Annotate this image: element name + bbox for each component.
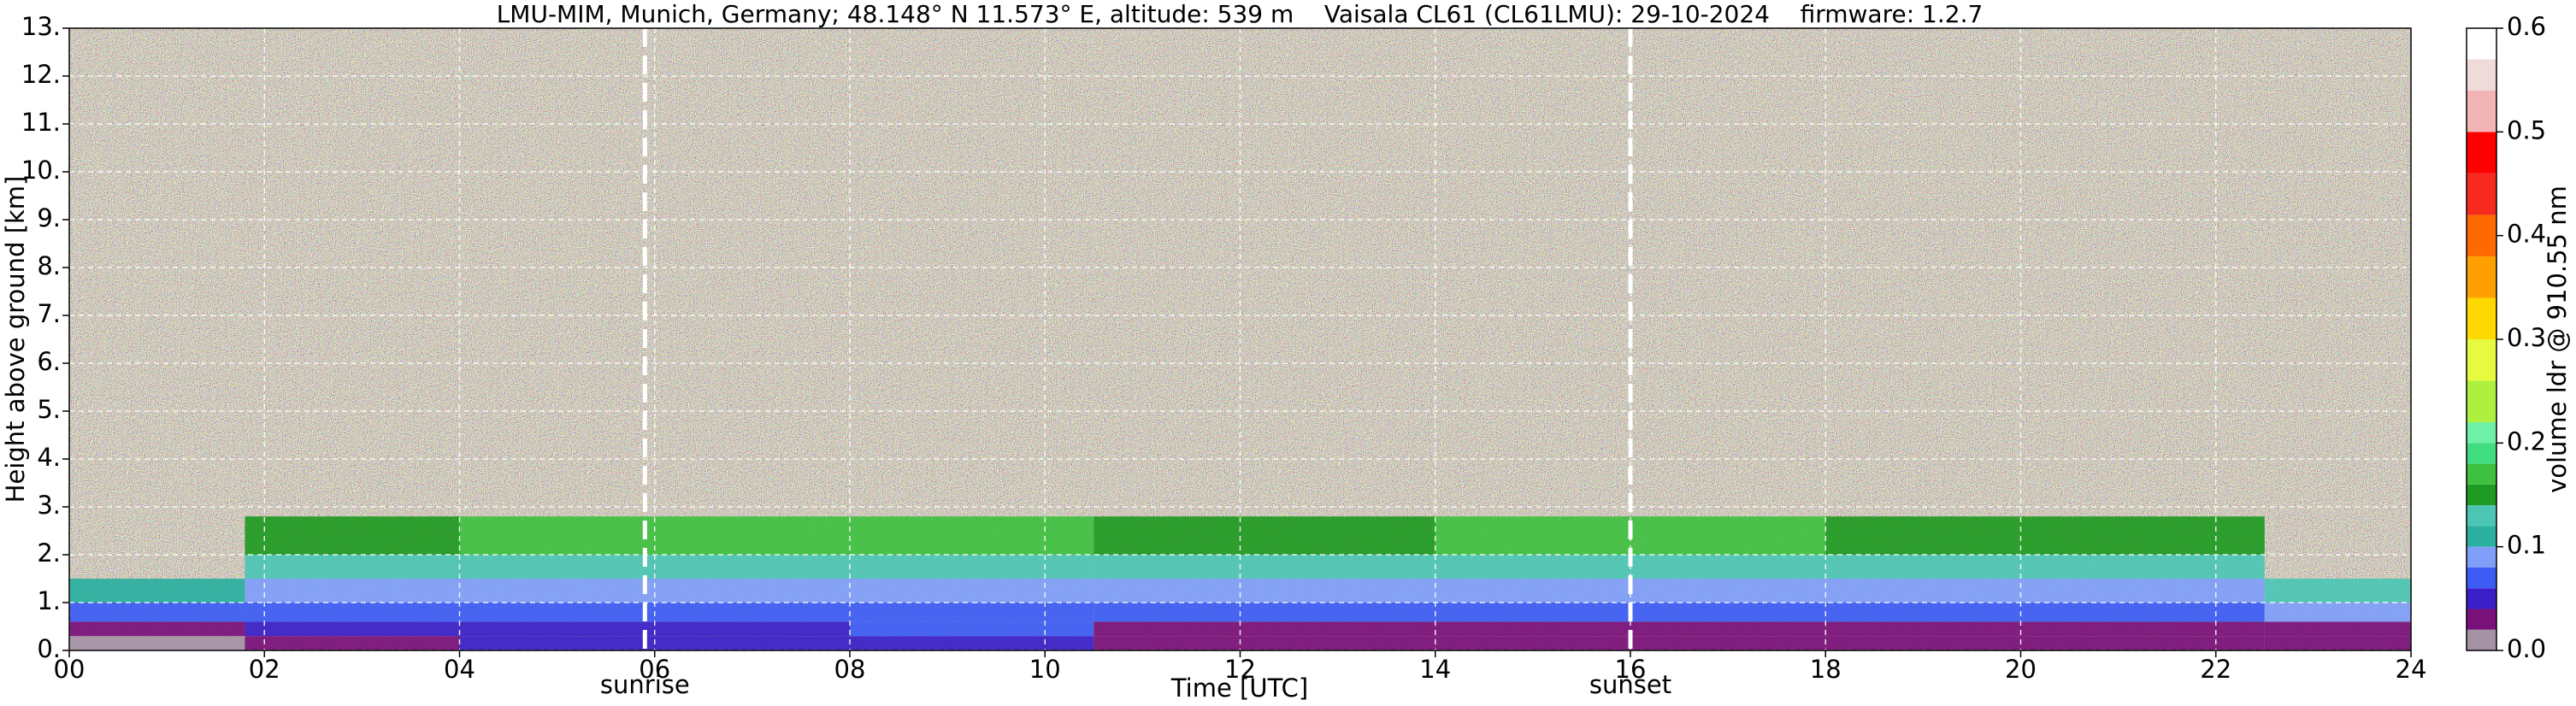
heatmap-cell	[1093, 555, 1435, 579]
heatmap-cell	[245, 603, 460, 622]
heatmap-cell	[2264, 579, 2411, 603]
colorbar-segment	[2467, 526, 2496, 547]
heatmap-cell	[850, 579, 1094, 603]
y-tick-label: 5.	[37, 395, 61, 424]
heatmap-cell	[1093, 636, 1435, 650]
heatmap-cell	[850, 603, 1094, 622]
heatmap-cell	[69, 579, 245, 603]
x-tick-label: 12	[1224, 655, 1256, 684]
colorbar-tick-label: 0.3	[2507, 323, 2546, 352]
y-tick-label: 4.	[37, 443, 61, 472]
y-tick-label: 7.	[37, 299, 61, 328]
colorbar-tick-label: 0.0	[2507, 634, 2546, 663]
heatmap-cell	[1093, 621, 1435, 637]
chart-title: LMU-MIM, Munich, Germany; 48.148° N 11.5…	[497, 0, 1984, 28]
heatmap-cell	[69, 636, 245, 650]
colorbar-segment	[2467, 90, 2496, 132]
y-tick-label: 0.	[37, 634, 61, 663]
x-tick-label: 02	[249, 655, 280, 684]
heatmap-cell	[1825, 555, 2265, 579]
heatmap-cell	[1825, 579, 2265, 603]
heatmap-cell	[1825, 621, 2265, 637]
heatmap-cell	[2264, 621, 2411, 637]
colorbar-segment	[2467, 463, 2496, 485]
y-tick-label: 10.	[21, 156, 61, 185]
colorbar-segment	[2467, 59, 2496, 91]
heatmap-cell	[69, 603, 245, 622]
heatmap-cell	[1825, 603, 2265, 622]
heatmap-cell	[2264, 603, 2411, 622]
colorbar-segment	[2467, 173, 2496, 215]
colorbar-tick-label: 0.2	[2507, 427, 2546, 456]
colorbar-label: volume ldr @ 910.55 nm	[2543, 185, 2572, 493]
heatmap-cell	[245, 516, 460, 555]
heatmap-cell	[69, 621, 245, 637]
colorbar-segment	[2467, 567, 2496, 589]
x-tick-label: 22	[2200, 655, 2231, 684]
colorbar-segment	[2467, 28, 2496, 60]
x-axis-label: Time [UTC]	[1170, 674, 1308, 703]
x-tick-label: 16	[1615, 655, 1647, 684]
y-tick-label: 8.	[37, 251, 61, 280]
colorbar-segment	[2467, 380, 2496, 423]
heatmap-cell	[850, 516, 1094, 555]
y-tick-label: 13.	[21, 12, 61, 41]
y-tick-label: 1.	[37, 586, 61, 615]
heatmap-cell	[245, 579, 460, 603]
colorbar-segment	[2467, 484, 2496, 506]
x-tick-label: 14	[1419, 655, 1451, 684]
heatmap-cell	[1825, 636, 2265, 650]
heatmap-cell	[2264, 636, 2411, 650]
annotation-label: sunset	[1589, 670, 1671, 699]
heatmap-cell	[1825, 516, 2265, 555]
colorbar-tick-label: 0.1	[2507, 531, 2546, 560]
colorbar-tick-label: 0.5	[2507, 115, 2546, 144]
x-tick-label: 24	[2396, 655, 2427, 684]
annotation-label: sunrise	[600, 670, 690, 699]
colorbar-segment	[2467, 443, 2496, 464]
colorbar-segment	[2467, 297, 2496, 339]
y-tick-label: 11.	[21, 108, 61, 137]
x-tick-label: 06	[639, 655, 670, 684]
heatmap-cell	[850, 621, 1094, 637]
heatmap-cell	[459, 621, 850, 637]
x-tick-label: 04	[444, 655, 475, 684]
x-tick-label: 00	[54, 655, 85, 684]
colorbar-segment	[2467, 215, 2496, 256]
colorbar-segment	[2467, 422, 2496, 444]
colorbar-segment	[2467, 339, 2496, 381]
heatmap-cell	[1093, 579, 1435, 603]
colorbar-segment	[2467, 588, 2496, 609]
y-tick-label: 3.	[37, 491, 61, 520]
x-tick-label: 08	[834, 655, 866, 684]
x-tick-label: 10	[1029, 655, 1061, 684]
heatmap-cell	[245, 555, 460, 579]
heatmap-cell	[1093, 603, 1435, 622]
y-tick-label: 12.	[21, 60, 61, 89]
x-tick-label: 18	[1810, 655, 1842, 684]
heatmap-cell	[245, 636, 460, 650]
colorbar-segment	[2467, 609, 2496, 630]
y-tick-label: 9.	[37, 203, 61, 232]
colorbar-tick-label: 0.4	[2507, 220, 2546, 249]
colorbar-tick-label: 0.6	[2507, 12, 2546, 41]
colorbar-segment	[2467, 629, 2496, 650]
colorbar-segment	[2467, 546, 2496, 568]
x-tick-label: 20	[2005, 655, 2037, 684]
heatmap-cell	[1093, 516, 1435, 555]
heatmap-cell	[850, 555, 1094, 579]
colorbar-segment	[2467, 132, 2496, 174]
y-axis-label: Height above ground [km]	[1, 176, 30, 503]
heatmap-cell	[1435, 621, 1826, 637]
y-tick-label: 2.	[37, 538, 61, 568]
heatmap-cell	[850, 636, 1094, 650]
heatmap-cell	[245, 621, 460, 637]
plot-frame	[68, 27, 2412, 651]
colorbar-segment	[2467, 505, 2496, 527]
y-tick-label: 6.	[37, 347, 61, 376]
colorbar-segment	[2467, 256, 2496, 298]
heatmap-cell	[459, 579, 850, 603]
